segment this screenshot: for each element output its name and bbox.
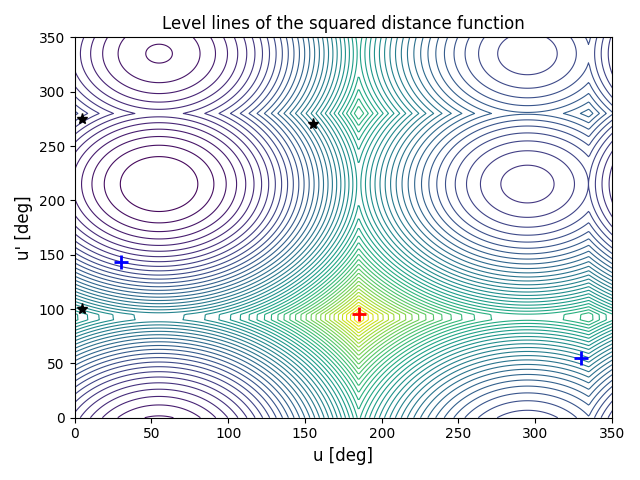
Y-axis label: u' [deg]: u' [deg]: [15, 195, 33, 260]
X-axis label: u [deg]: u [deg]: [313, 447, 373, 465]
Title: Level lines of the squared distance function: Level lines of the squared distance func…: [162, 15, 525, 33]
